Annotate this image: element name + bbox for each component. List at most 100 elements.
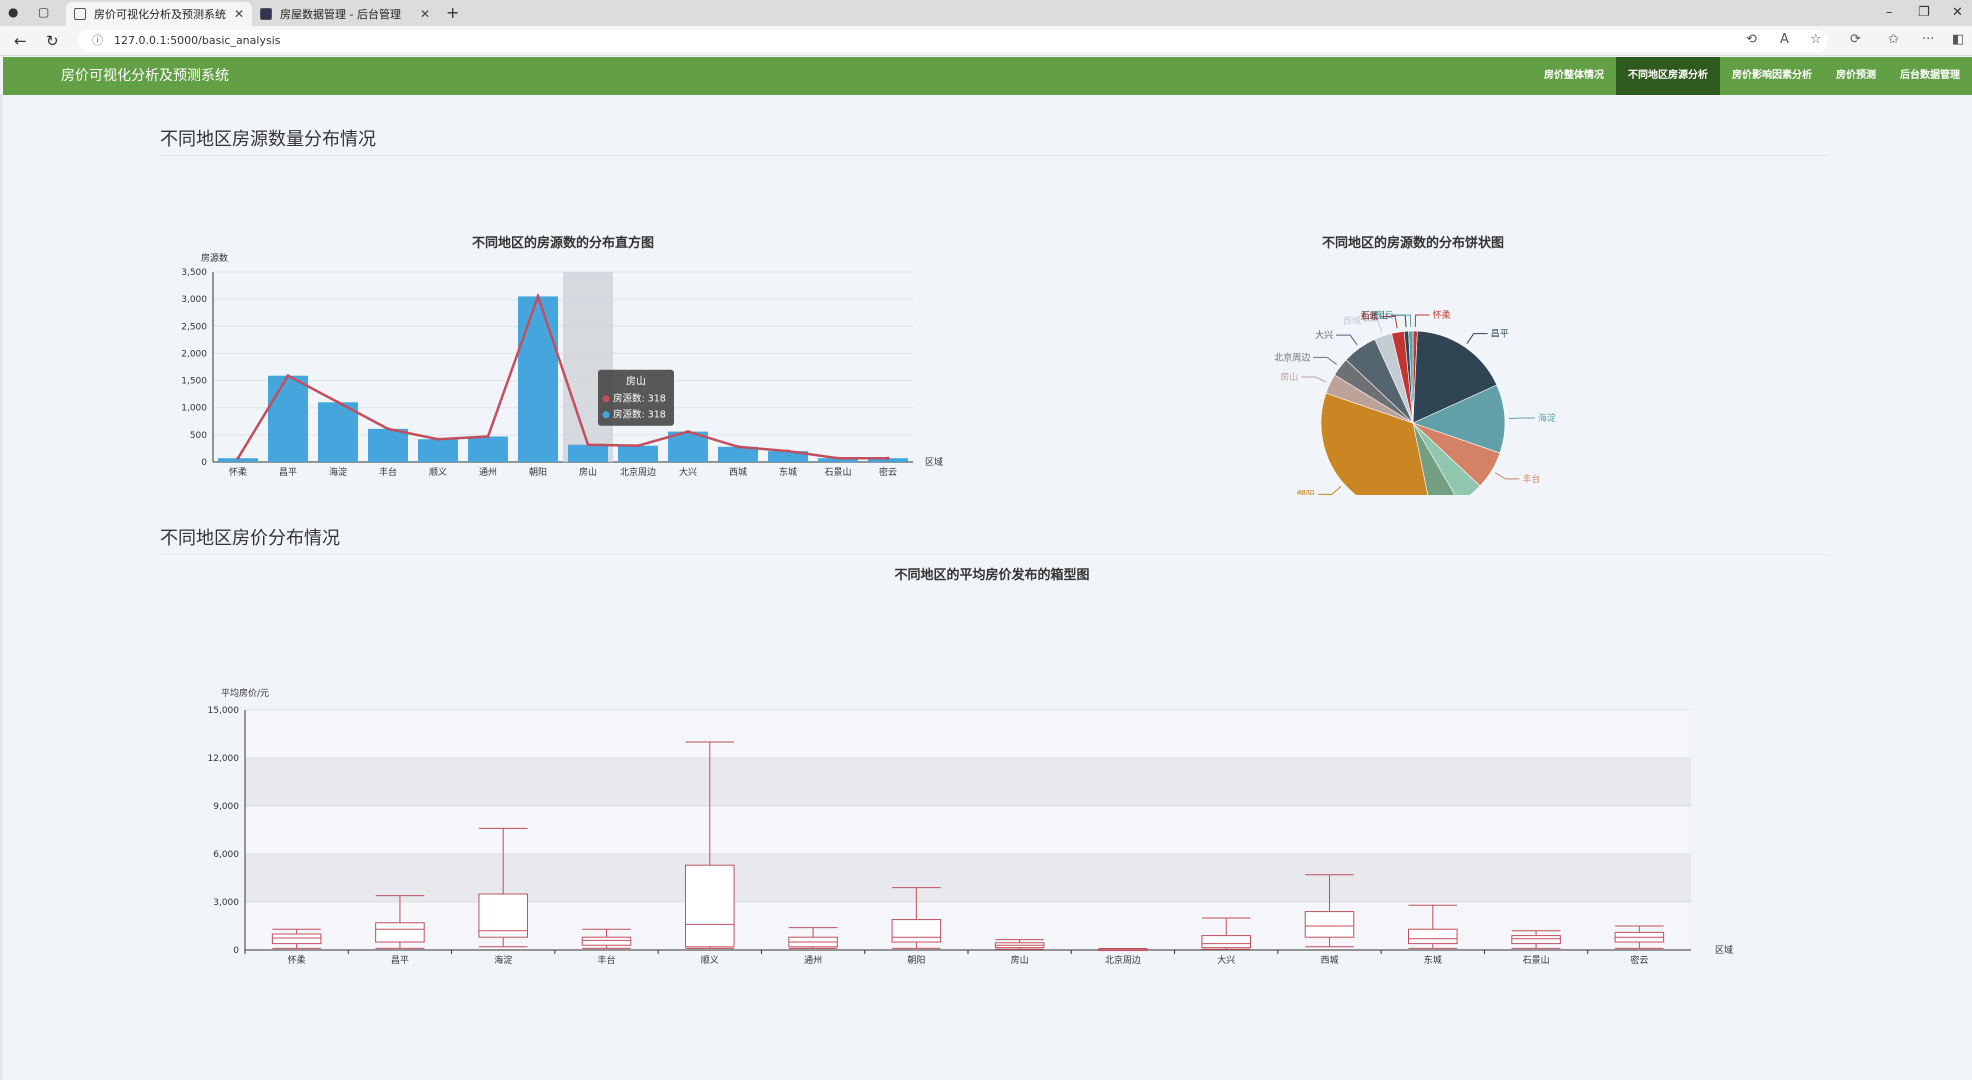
menu-factors[interactable]: 房价影响因素分析	[1732, 70, 1812, 81]
x-tick-label: 昌平	[279, 467, 297, 478]
tab-title: 房屋数据管理 - 后台管理	[280, 8, 401, 21]
line-point	[436, 437, 440, 441]
profile-icon[interactable]: ●	[8, 5, 19, 19]
y-axis-label: 房源数	[201, 252, 228, 264]
minimize-icon[interactable]: –	[1886, 5, 1893, 20]
x-tick-label: 海淀	[329, 466, 347, 478]
info-icon[interactable]: ⓘ	[92, 34, 103, 47]
box-石景山	[1511, 935, 1561, 945]
x-tick-label: 海淀	[494, 954, 512, 966]
line-point	[636, 444, 640, 448]
x-tick-label: 怀柔	[229, 466, 247, 478]
page-icon	[74, 8, 86, 20]
box-丰台	[581, 936, 632, 946]
pie-label: 怀柔	[1433, 309, 1451, 321]
y-tick-label: 2,000	[181, 349, 207, 359]
pie-slice-昌平	[1412, 330, 1498, 424]
bar-怀柔	[218, 458, 258, 462]
pie-label-line	[1466, 333, 1488, 344]
tab-title: 房价可视化分析及预测系统	[94, 8, 226, 21]
line-point	[886, 456, 890, 460]
section-divider	[160, 155, 1828, 156]
pie-label: 昌平	[1491, 329, 1509, 340]
y-axis-label: 平均房价/元	[221, 687, 269, 699]
line-point	[386, 427, 390, 431]
more-icon[interactable]: ···	[1922, 32, 1935, 47]
y-tick-label: 1,500	[181, 377, 207, 387]
box-大兴	[1201, 935, 1251, 949]
menu-overall[interactable]: 房价整体情况	[1544, 70, 1604, 81]
pie-label-line	[1508, 417, 1535, 420]
browser-tab-1[interactable]: 房价可视化分析及预测系统 ✕	[66, 2, 252, 26]
grid-band	[245, 710, 1691, 758]
new-tab-icon[interactable]: +	[446, 3, 460, 22]
sidebar-icon[interactable]: ◧	[1952, 32, 1965, 47]
pie-chart[interactable]: 不同地区的房源数的分布饼状图怀柔昌平海淀丰台顺义通州朝阳房山北京周边大兴西城东城…	[1243, 165, 1583, 495]
reload-icon[interactable]: ↻	[46, 32, 59, 50]
y-tick-label: 3,000	[181, 295, 207, 305]
y-tick-label: 12,000	[208, 754, 240, 764]
main-content: 不同地区房源数量分布情况 不同地区房价分布情况 不同地区的房源数的分布直方图 房源…	[0, 95, 1972, 1080]
box-东城	[1408, 928, 1458, 945]
brand-title[interactable]: 房价可视化分析及预测系统	[61, 68, 229, 84]
grid-band	[245, 902, 1691, 950]
grid-band	[245, 854, 1691, 902]
tab-actions-icon[interactable]: ▢	[38, 5, 50, 19]
pie-label: 东城	[1360, 310, 1378, 322]
y-tick-label: 3,500	[181, 268, 207, 278]
x-tick-label: 朝阳	[529, 467, 547, 478]
bar-密云	[868, 458, 908, 462]
back-icon[interactable]: ←	[14, 32, 27, 50]
y-tick-label: 0	[233, 946, 239, 956]
page-icon	[260, 8, 272, 20]
pie-label-line	[1494, 472, 1520, 480]
close-tab-icon[interactable]: ✕	[419, 7, 430, 21]
x-axis-label: 区域	[1715, 944, 1733, 956]
bar-北京周边	[618, 445, 658, 462]
close-tab-icon[interactable]: ✕	[233, 7, 244, 21]
line-point	[836, 456, 840, 460]
line-point	[686, 430, 690, 434]
line-series	[236, 292, 888, 460]
read-aloud-icon[interactable]: A	[1780, 32, 1789, 47]
x-tick-label: 顺义	[429, 467, 447, 478]
x-tick-label: 西城	[729, 467, 747, 478]
line-point	[286, 374, 290, 378]
menu-prediction[interactable]: 房价预测	[1836, 70, 1876, 81]
pie-slice-朝阳	[1320, 392, 1429, 495]
y-tick-label: 2,500	[181, 322, 207, 332]
x-tick-label: 石景山	[1523, 955, 1550, 966]
line-point	[586, 443, 590, 447]
x-tick-label: 朝阳	[907, 955, 925, 966]
menu-admin[interactable]: 后台数据管理	[1900, 70, 1960, 81]
pie-label: 房山	[1280, 371, 1298, 383]
line-point	[736, 445, 740, 449]
favorites-bar-icon[interactable]: ✩	[1888, 32, 1899, 47]
pie-label-line	[1391, 314, 1407, 328]
restore-icon[interactable]: ❐	[1918, 5, 1930, 20]
bar-房山	[568, 444, 608, 462]
box-西城	[1304, 911, 1355, 938]
x-tick-label: 北京周边	[1105, 954, 1141, 966]
close-window-icon[interactable]: ✕	[1952, 5, 1963, 20]
x-tick-label: 通州	[479, 467, 497, 478]
menu-region-analysis[interactable]: 不同地区房源分析	[1616, 57, 1720, 95]
favorite-icon[interactable]: ☆	[1810, 32, 1822, 47]
x-tick-label: 丰台	[597, 954, 615, 966]
browser-tab-2[interactable]: 房屋数据管理 - 后台管理 ✕	[252, 2, 438, 26]
x-tick-label: 顺义	[701, 955, 719, 966]
tooltip-title: 房山	[626, 375, 646, 388]
line-point	[536, 294, 540, 299]
extensions-icon[interactable]: ⟳	[1850, 32, 1861, 47]
y-tick-label: 9,000	[213, 802, 239, 812]
line-point	[236, 456, 240, 460]
pie-label-line	[1381, 315, 1398, 329]
translate-icon[interactable]: ⟲	[1746, 32, 1757, 47]
box-顺义	[685, 864, 735, 948]
tooltip-row: 房源数: 318	[613, 409, 666, 421]
tooltip-box	[598, 369, 674, 426]
x-tick-label: 大兴	[679, 466, 697, 478]
url-input[interactable]: ⓘ 127.0.0.1:5000/basic_analysis	[78, 30, 1828, 52]
